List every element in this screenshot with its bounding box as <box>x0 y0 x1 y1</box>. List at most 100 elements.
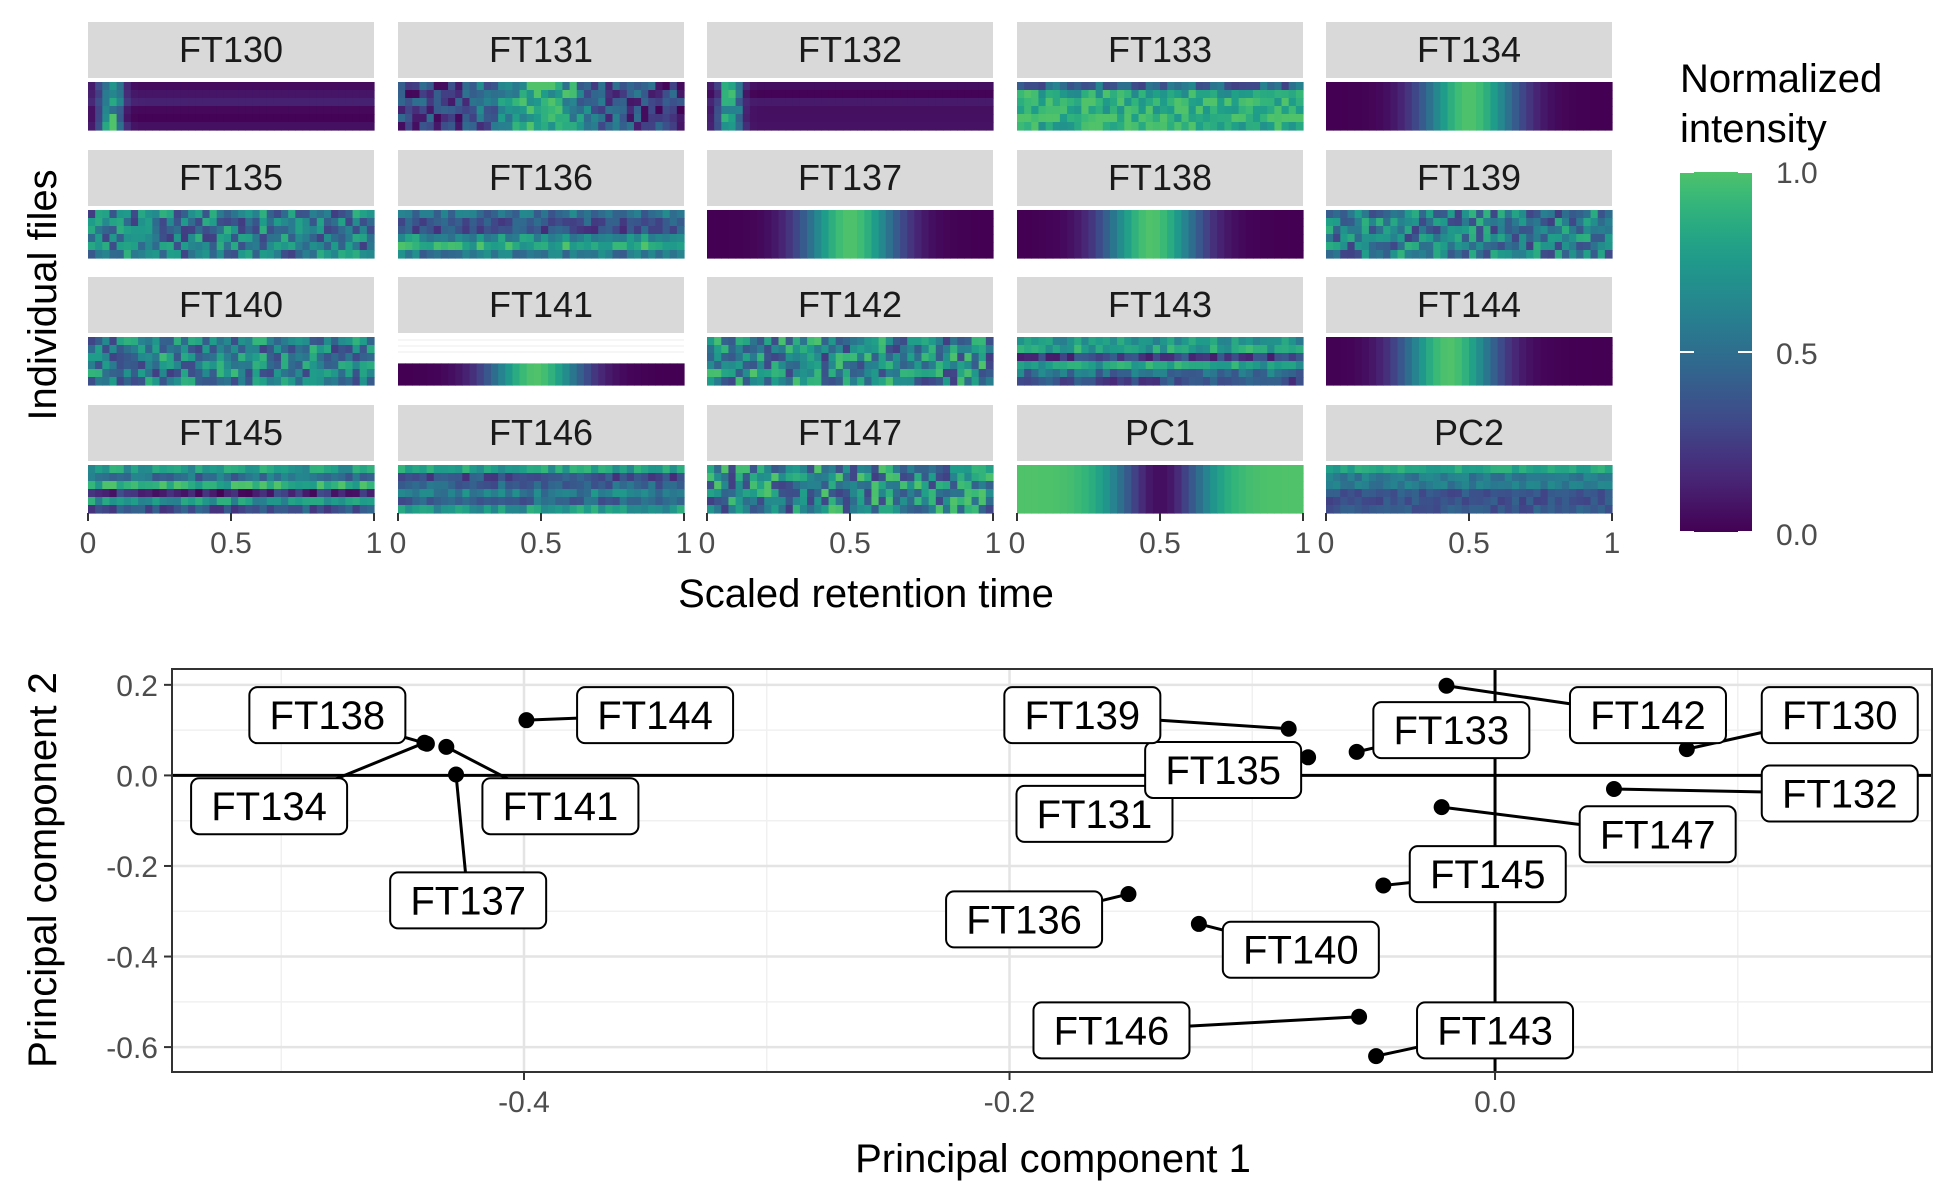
heatmap-cell <box>1088 489 1097 498</box>
heatmap-cell <box>1267 242 1275 251</box>
heatmap-cell <box>505 465 513 474</box>
heatmap-cell <box>985 345 994 354</box>
heatmap-cell <box>900 242 908 251</box>
heatmap-cell <box>116 114 125 123</box>
heatmap-cell <box>159 242 168 251</box>
heatmap-cell <box>985 481 994 490</box>
heatmap-cell <box>102 377 111 386</box>
heatmap-cell <box>978 377 987 386</box>
heatmap-cell <box>180 250 189 259</box>
heatmap-cell <box>1583 505 1592 514</box>
heatmap-cell <box>935 234 944 243</box>
heatmap-cell <box>1017 369 1025 378</box>
heatmap-cell <box>331 250 339 259</box>
heatmap-cell <box>1411 345 1420 354</box>
heatmap-cell <box>814 369 822 378</box>
heatmap-cell <box>548 98 556 107</box>
heatmap-cell <box>1490 489 1499 498</box>
heatmap-cell <box>835 90 844 99</box>
heatmap-cell <box>1188 250 1197 259</box>
heatmap-cell <box>1561 106 1570 115</box>
heatmap-cell <box>1267 345 1275 354</box>
heatmap-cell <box>1540 242 1549 251</box>
heatmap-cell <box>1390 361 1399 370</box>
heatmap-cell <box>1483 369 1492 378</box>
heatmap-cell <box>1252 218 1261 227</box>
heatmap-cell <box>426 226 435 235</box>
heatmap-cell <box>1195 106 1204 115</box>
heatmap-cell <box>928 489 937 498</box>
heatmap-cell <box>569 481 578 490</box>
heatmap-cell <box>778 242 787 251</box>
heatmap-cell <box>1483 489 1492 498</box>
heatmap-cell <box>498 489 506 498</box>
heatmap-cell <box>316 345 325 354</box>
label-box <box>1372 701 1531 760</box>
heatmap-cell <box>555 481 564 490</box>
heatmap-cell <box>130 505 139 514</box>
heatmap-cell <box>1497 489 1506 498</box>
heatmap-cell <box>892 234 901 243</box>
heatmap-cell <box>921 226 930 235</box>
heatmap-cell <box>526 90 535 99</box>
heatmap-cell <box>778 250 787 259</box>
heatmap-cell <box>1252 226 1261 235</box>
heatmap-cell <box>331 353 339 362</box>
heatmap-cell <box>676 122 685 131</box>
heatmap-cell <box>814 497 822 506</box>
heatmap-cell <box>850 234 858 243</box>
heatmap-cell <box>641 226 649 235</box>
x-tick-label: 0.0 <box>1474 1086 1516 1119</box>
heatmap-cell <box>807 210 815 219</box>
heatmap-cell <box>1440 473 1449 482</box>
heatmap-cell <box>1411 98 1420 107</box>
heatmap-cell <box>1519 98 1527 107</box>
heatmap-cell <box>1426 481 1434 490</box>
heatmap-cell <box>971 122 980 131</box>
heatmap-cell <box>302 114 311 123</box>
heatmap-cell <box>1526 473 1534 482</box>
heatmap-cell <box>1281 473 1290 482</box>
heatmap-cell <box>138 106 146 115</box>
heatmap-cell <box>1160 226 1168 235</box>
heatmap-cell <box>771 377 780 386</box>
heatmap-cell <box>1224 353 1233 362</box>
heatmap-cell <box>1411 250 1420 259</box>
heatmap-cell <box>1174 377 1183 386</box>
heatmap-cell <box>871 481 880 490</box>
heatmap-cell <box>921 122 930 131</box>
heatmap-cell <box>612 122 621 131</box>
heatmap-cell <box>842 345 851 354</box>
heatmap-cell <box>1411 369 1420 378</box>
heatmap-cell <box>605 218 614 227</box>
heatmap-cell <box>1181 210 1190 219</box>
heatmap-cell <box>1202 489 1211 498</box>
heatmap-cell <box>541 122 549 131</box>
heatmap-cell <box>1038 82 1047 91</box>
heatmap-cell <box>850 505 858 514</box>
heatmap-cell <box>1152 234 1161 243</box>
heatmap-cell <box>1583 234 1592 243</box>
heatmap-cell <box>1597 218 1606 227</box>
heatmap-cell <box>352 242 361 251</box>
label-text: FT130 <box>1782 694 1898 738</box>
heatmap-cell <box>173 489 182 498</box>
heatmap-cell <box>1052 122 1061 131</box>
heatmap-cell <box>88 353 96 362</box>
heatmap-cell <box>490 82 499 91</box>
heatmap-cell <box>159 122 168 131</box>
heatmap-cell <box>964 210 973 219</box>
heatmap-cell <box>1333 505 1341 514</box>
heatmap-cell <box>1274 369 1283 378</box>
heatmap-cell <box>209 114 218 123</box>
heatmap-cell <box>821 218 830 227</box>
heatmap-cell <box>814 345 822 354</box>
heatmap-cell <box>1390 353 1399 362</box>
heatmap-cell <box>1145 90 1154 99</box>
heatmap-cell <box>216 497 225 506</box>
heatmap-cell <box>648 505 656 514</box>
heatmap-cell <box>309 377 318 386</box>
heatmap-cell <box>195 481 203 490</box>
heatmap-cell <box>309 250 318 259</box>
heatmap-cell <box>1031 337 1040 346</box>
